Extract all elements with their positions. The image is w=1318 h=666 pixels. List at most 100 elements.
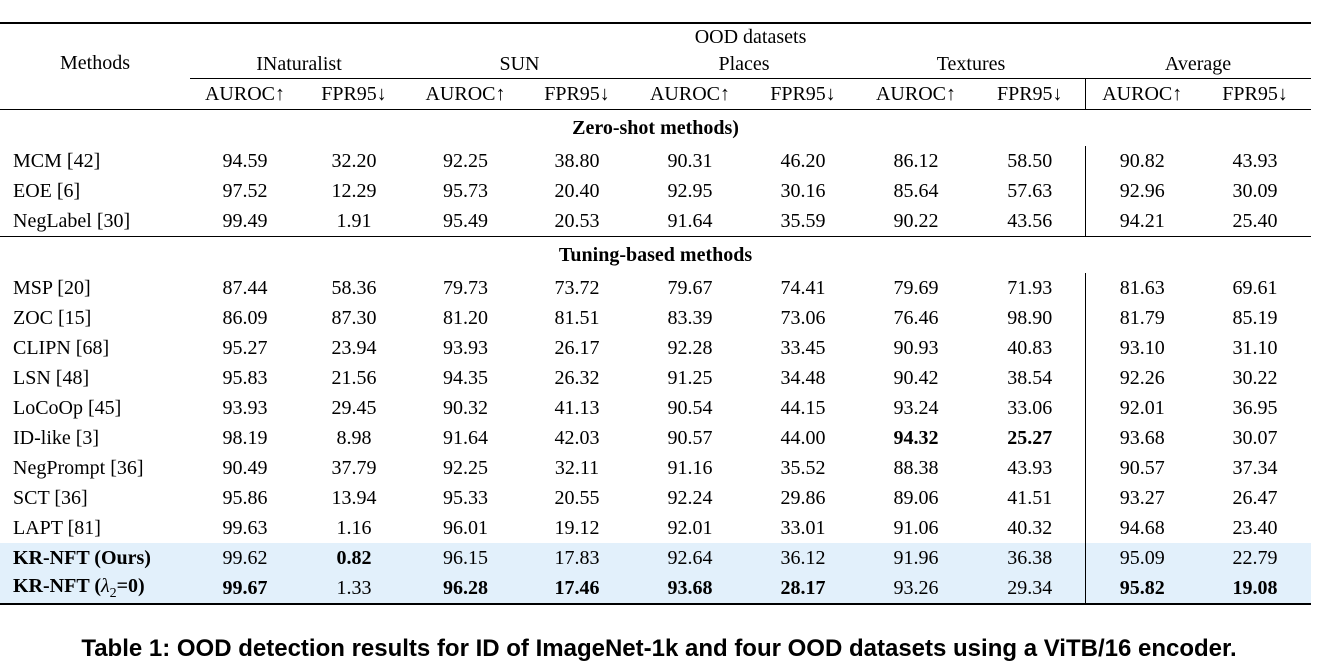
metric-cell: 99.63 [222,516,268,539]
metric-cell: 19.08 [1199,573,1312,604]
lambda-symbol: λ [100,574,110,597]
metric-cell: 81.51 [554,306,600,329]
metric-cell: 97.52 [222,179,268,202]
table-row: CLIPN [68] 95.27 23.94 93.93 26.17 92.28 33.45… [0,333,1311,363]
dataset-header-places: Places [631,50,857,79]
method-label: LAPT [81] [13,516,101,539]
table-row: MSP [20] 87.44 58.36 79.73 73.72 79.67 74.41 79… [0,273,1311,303]
table-row: LAPT [81] 99.63 1.16 96.01 19.12 92.01 33.01 91… [0,513,1311,543]
metric-cell: 95.49 [443,209,488,232]
metric-cell: 93.26 [857,573,975,604]
metric-cell: 83.39 [667,306,713,329]
metric-cell: 90.22 [893,209,939,232]
table-row: ID-like [3] 98.19 8.98 91.64 42.03 90.57 44.00… [0,423,1311,453]
dataset-header-average: Average [1085,50,1312,79]
metric-cell: 22.79 [1199,543,1312,573]
metric-header: FPR95↓ [1222,82,1288,105]
method-label: LoCoOp [45] [13,396,122,419]
metric-cell: 96.28 [408,573,523,604]
metric-cell: 44.00 [780,426,826,449]
metric-cell: 31.10 [1232,336,1278,359]
metric-cell: 33.06 [1007,396,1053,419]
metric-cell: 38.54 [1007,366,1053,389]
metric-cell: 36.95 [1232,396,1278,419]
metric-cell: 90.31 [667,149,713,172]
metric-cell: 99.62 [190,543,300,573]
table-row: KR-NFT (λ2=0) 99.67 1.33 96.28 17.46 93.68 28.… [0,573,1312,604]
metric-cell: 69.61 [1232,276,1278,299]
metric-cell: 92.26 [1084,363,1199,393]
section-header-row: Tuning-based methods [0,236,1312,274]
metric-cell: 95.33 [443,486,488,509]
method-name: CLIPN [68] [0,333,190,363]
method-label: EOE [6] [13,179,81,202]
metric-cell: 41.13 [554,396,600,419]
metric-cell: 87.44 [222,276,268,299]
metric-cell: 98.19 [222,426,268,449]
metric-cell: 29.45 [331,396,377,419]
lambda-subscript: 2 [109,585,117,601]
metric-cell: 17.46 [523,573,631,604]
metric-cell: 90.82 [1084,146,1199,176]
metric-cell: 92.28 [667,336,713,359]
metric-cell: 32.11 [554,456,600,479]
metric-cell: 43.56 [1007,209,1053,232]
table-row: EOE [6] 97.52 12.29 95.73 20.40 92.95 30.16 85.… [0,176,1311,206]
metric-cell: 33.01 [780,516,826,539]
method-name: SCT [36] [0,483,190,513]
metric-cell: 17.83 [523,543,631,573]
method-label: NegPrompt [36] [13,456,144,479]
metric-cell: 92.01 [1084,393,1199,423]
metric-cell: 19.12 [554,516,600,539]
metric-cell: 94.21 [1084,206,1199,237]
dataset-header-sun: SUN [408,50,631,79]
metric-cell: 28.17 [749,573,857,604]
metric-cell: 79.73 [443,276,488,299]
table-row: NegPrompt [36] 90.49 37.79 92.25 32.11 91.16 3… [0,453,1311,483]
method-label: CLIPN [68] [13,336,110,359]
metric-cell: 1.16 [336,516,372,539]
metric-cell: 90.57 [1084,453,1199,483]
method-name: NegPrompt [36] [0,453,190,483]
methods-header: Methods [60,52,130,74]
metric-cell: 21.56 [331,366,377,389]
metric-cell: 99.49 [222,209,268,232]
metric-cell: 92.01 [667,516,713,539]
metric-cell: 37.34 [1232,456,1278,479]
metric-cell: 20.55 [554,486,600,509]
metric-cell: 20.40 [554,179,600,202]
metric-cell: 99.67 [190,573,300,604]
metric-cell: 23.94 [331,336,377,359]
metric-cell: 1.91 [336,209,372,232]
method-name: LAPT [81] [0,513,190,543]
method-name: LSN [48] [0,363,190,393]
metric-cell: 41.51 [1007,486,1053,509]
metric-cell: 44.15 [780,396,826,419]
dataset-header-inaturalist: INaturalist [190,50,408,79]
method-name: NegLabel [30] [0,206,190,237]
metric-header: FPR95↓ [770,82,836,105]
metric-cell: 37.79 [331,456,377,479]
method-name: EOE [6] [0,176,190,206]
method-label: MSP [20] [13,276,91,299]
metric-cell: 95.82 [1084,573,1199,604]
method-name: MCM [42] [0,146,190,176]
table-row: ZOC [15] 86.09 87.30 81.20 81.51 83.39 73.06 76… [0,303,1311,333]
metric-cell: 0.82 [300,543,408,573]
metric-cell: 90.54 [667,396,713,419]
metric-header: FPR95↓ [544,82,610,105]
metric-cell: 38.80 [554,149,600,172]
section-header-row: Zero-shot methods) [0,109,1312,147]
header-row-datasets: Methods INaturalist SUN Places Textures … [0,50,1312,79]
metric-cell: 35.52 [780,456,826,479]
header-spacer [0,23,190,50]
metric-cell: 42.03 [554,426,600,449]
metric-cell: 20.53 [554,209,600,232]
table-row: LSN [48] 95.83 21.56 94.35 26.32 91.25 34.48 90… [0,363,1311,393]
metric-cell: 8.98 [336,426,372,449]
metric-cell: 91.06 [893,516,939,539]
metric-cell: 87.30 [331,306,377,329]
metric-cell: 92.96 [1084,176,1199,206]
metric-cell: 95.83 [222,366,268,389]
metric-cell: 93.68 [631,573,749,604]
